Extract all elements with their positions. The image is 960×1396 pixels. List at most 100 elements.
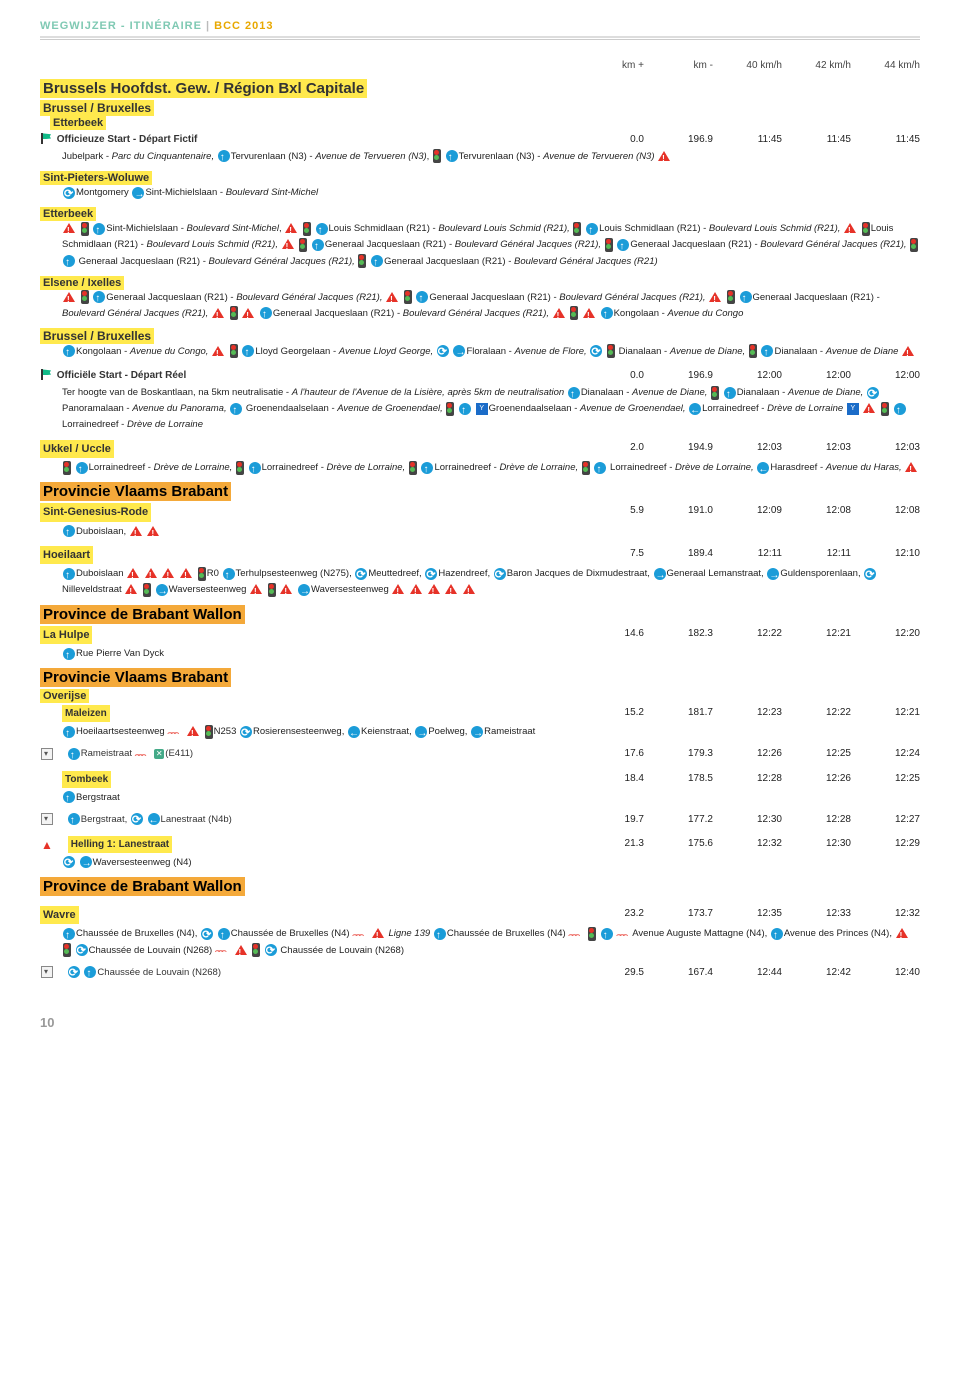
roundabout-icon [240,726,252,738]
roundabout-icon [63,856,75,868]
arrow-right-icon [80,856,92,868]
row-content: Officiële Start - Départ Réel [40,368,591,383]
rameistraat-row: Rameistraat (E411)17.6179.312:2612:2512:… [40,746,920,762]
route-text: Hoeilaartsesteenweg N253 Rosierensesteen… [62,724,920,740]
traffic-light-icon [607,344,615,358]
timing-values: 7.5189.412:1112:1112:10 [591,546,920,561]
timing-value: 0.0 [599,368,644,383]
traffic-light-icon [711,386,719,400]
traffic-light-icon [81,222,89,236]
ukkel-row: Ukkel / Uccle2.0194.912:0312:0312:03 [40,440,920,459]
route-text: Kongolaan - Avenue du Congo, Lloyd Georg… [62,344,920,360]
timing-values: 5.9191.012:0912:0812:08 [591,503,920,518]
arrow-up-icon [63,525,75,537]
sgr-row: Sint-Genesius-Rode5.9191.012:0912:0812:0… [40,503,920,522]
traffic-light-icon [582,461,590,475]
timing-values: 14.6182.312:2212:2112:20 [591,626,920,641]
traffic-light-icon [299,238,307,252]
warning-icon [844,223,857,234]
route-text: Waversesteenweg (N4) [62,855,920,871]
traffic-light-icon [252,943,260,957]
municipality-heading: Wavre [40,909,79,921]
arrow-up-icon [63,791,75,803]
timing-value: 12:25 [806,746,851,761]
timing-value: 12:20 [875,626,920,641]
timing-values: 17.6179.312:2612:2512:24 [591,746,920,761]
village-heading: Maleizen [62,708,110,719]
warning-icon [63,292,76,303]
province-heading: Provincie Vlaams Brabant [40,482,920,501]
row-content: Helling 1: Lanestraat [40,836,591,853]
arrow-right-icon [156,584,168,596]
roundabout-icon [437,345,449,357]
traffic-light-icon [570,306,578,320]
traffic-light-icon [862,222,870,236]
arrow-up-icon [594,462,606,474]
timing-value: 181.7 [668,705,713,720]
municipality-heading: Elsene / Ixelles [40,276,920,290]
row-content: Officieuze Start - Départ Fictif [40,132,591,147]
arrow-up-icon [371,255,383,267]
arrow-up-icon [617,239,629,251]
bergstraat-row: Bergstraat, Lanestraat (N4b)19.7177.212:… [40,812,920,828]
arrow-up-icon [230,403,242,415]
arrow-up-icon [446,150,458,162]
header-spacer: | [206,20,210,32]
timing-values: 0.0196.911:4511:4511:45 [591,132,920,147]
arrow-up-icon [63,255,75,267]
row-content: Chaussée de Louvain (N268) [40,965,591,981]
municipality-heading: Etterbeek [50,116,920,130]
marker-box-icon [41,813,53,825]
timing-value: 12:00 [875,368,920,383]
traffic-light-icon [230,306,238,320]
arrow-up-icon [63,648,75,660]
arrow-up-icon [260,307,272,319]
timing-value: 12:40 [875,965,920,980]
header-right: BCC 2013 [214,20,273,32]
flag-icon [41,369,53,381]
municipality-heading: La Hulpe [40,629,92,641]
arrow-up-icon [434,928,446,940]
maleizen-row: Maleizen15.2181.712:2312:2212:21 [40,705,920,722]
arrow-left-icon [348,726,360,738]
municipality-heading: Etterbeek [40,207,920,221]
tombeek-row: Tombeek18.4178.512:2812:2612:25 [40,771,920,788]
timing-value: 12:08 [806,503,851,518]
arrow-left-icon [148,813,160,825]
arrow-left-icon [689,403,701,415]
warning-icon [428,584,441,595]
traffic-light-icon [433,149,441,163]
timing-value: 12:11 [806,546,851,561]
warning-icon [386,292,399,303]
traffic-light-icon [268,583,276,597]
city-heading: Brussel / Bruxelles [40,328,920,344]
bridge-sign-icon [476,403,488,415]
warning-icon [863,403,876,414]
chaussee-row: Chaussée de Louvain (N268)29.5167.412:44… [40,965,920,981]
timing-value: 21.3 [599,836,644,851]
flag-icon [41,133,53,145]
traffic-light-icon [63,461,71,475]
warning-icon [162,568,175,579]
arrow-up-icon [223,568,235,580]
municipality-heading: Hoeilaart [40,549,93,561]
arrow-up-icon [740,291,752,303]
timing-value: 177.2 [668,812,713,827]
timing-values: 19.7177.212:3012:2812:27 [591,812,920,827]
timing-value: 19.7 [599,812,644,827]
arrow-up-icon [416,291,428,303]
arrow-up-icon [218,928,230,940]
warning-icon [905,462,918,473]
arrow-up-icon [93,223,105,235]
arrow-up-icon [459,403,471,415]
arrow-up-icon [249,462,261,474]
timing-value: 29.5 [599,965,644,980]
speedbump-icon [569,928,583,940]
timing-value: 12:10 [875,546,920,561]
timing-value: 12:11 [737,546,782,561]
roundabout-icon [590,345,602,357]
bridge-sign-icon [847,403,859,415]
timing-value: 12:00 [737,368,782,383]
province-heading: Provincie Vlaams Brabant [40,668,920,687]
column-header: km + [599,60,644,71]
